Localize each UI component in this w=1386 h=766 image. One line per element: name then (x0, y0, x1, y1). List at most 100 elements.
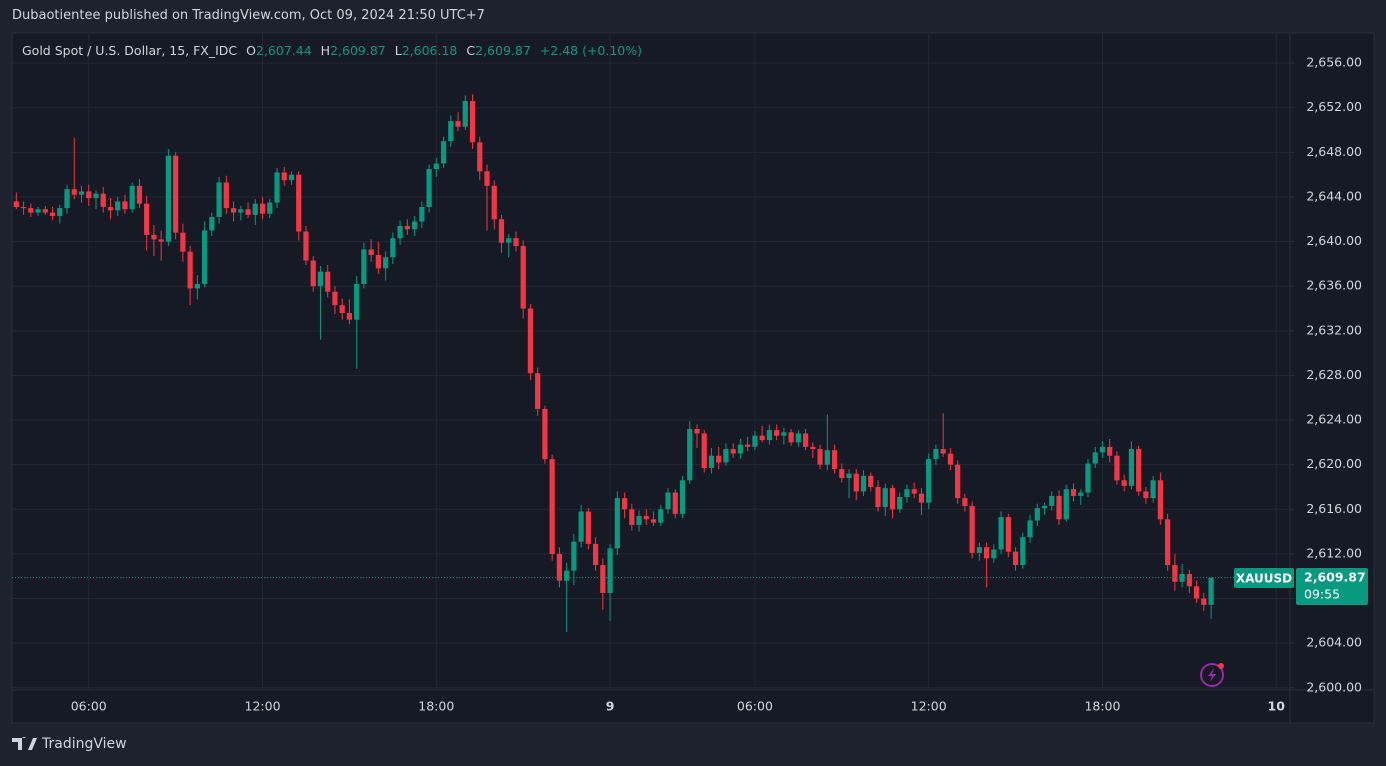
x-tick-label: 12:00 (245, 699, 281, 714)
candle-body (998, 517, 1004, 550)
candle-body (194, 283, 200, 289)
candle-body (107, 207, 114, 211)
candle-body (129, 185, 135, 210)
candle-body (759, 435, 765, 441)
candle-body (918, 493, 925, 503)
candle-body (578, 511, 584, 542)
candle-body (49, 212, 56, 216)
price-tag: XAUUSD 2,609.87 09:55 (1234, 568, 1368, 605)
candle-body (180, 232, 186, 252)
candle-body (911, 489, 917, 494)
candle-body (1157, 480, 1163, 520)
candle-body (621, 498, 628, 510)
symbol-box (1234, 568, 1294, 588)
candle-body (100, 193, 106, 208)
candle-body (42, 209, 48, 213)
candle-body (469, 101, 476, 143)
candle-body (158, 239, 164, 242)
candle-body (375, 254, 381, 269)
candle-body (274, 172, 280, 203)
candle-body (1121, 480, 1127, 486)
candle-body (1012, 551, 1019, 566)
candle-body (665, 492, 671, 510)
legend-value: 2,609.87 (330, 43, 386, 58)
candle-body (1034, 508, 1040, 521)
y-tick-label: 2,628.00 (1306, 367, 1362, 382)
legend: Gold Spot / U.S. Dollar, 15, FX_IDC O 2,6… (22, 43, 651, 58)
candle-body (1049, 495, 1055, 506)
candle-body (1085, 463, 1091, 493)
candle-body (303, 231, 309, 261)
candle-body (629, 509, 635, 525)
candle-body (868, 475, 874, 487)
candle-body (390, 238, 396, 258)
candle-body (527, 308, 534, 374)
candle-body (173, 155, 179, 233)
candle-body (64, 189, 70, 209)
candle-body (122, 201, 128, 210)
candle-body (991, 549, 997, 559)
candle-body (853, 473, 859, 492)
candle-body (955, 464, 961, 499)
axes: 2,600.002,604.002,608.002,612.002,616.00… (71, 55, 1362, 714)
candle-body (730, 449, 736, 454)
candle-body (187, 251, 193, 289)
candle-body (252, 203, 258, 215)
alert-bolt (1208, 668, 1216, 682)
x-tick-label: 12:00 (911, 699, 947, 714)
candle-body (144, 203, 150, 235)
candle-body (766, 430, 772, 441)
symbol-title: Gold Spot / U.S. Dollar, 15, FX_IDC (22, 43, 238, 58)
grid (12, 33, 1290, 690)
candle-body (201, 230, 208, 284)
candle-body (1136, 449, 1142, 492)
candle-body (643, 515, 649, 520)
legend-value: 2,607.44 (256, 43, 312, 58)
candle-body (361, 249, 367, 284)
price-box (1296, 568, 1368, 605)
candle-body (1099, 446, 1106, 453)
candle-body (1128, 449, 1135, 486)
candle-body (774, 430, 780, 436)
candle-body (288, 174, 295, 181)
candle-body (339, 305, 345, 313)
y-tick-label: 2,640.00 (1306, 233, 1362, 248)
x-tick-label: 18:00 (418, 699, 454, 714)
candle-body (136, 185, 143, 204)
candle-body (940, 449, 946, 454)
y-tick-label: 2,612.00 (1306, 545, 1362, 560)
candle-body (831, 450, 838, 470)
candle-body (1070, 489, 1077, 496)
candle-body (35, 209, 41, 213)
candle-body (1143, 491, 1149, 499)
candle-body (607, 548, 613, 593)
candle-body (1005, 517, 1011, 552)
y-tick-label: 2,600.00 (1306, 679, 1362, 694)
legend-value: 2,606.18 (401, 43, 458, 58)
candle-body (1092, 452, 1098, 464)
candle-body (1107, 446, 1113, 456)
y-tick-label: 2,604.00 (1306, 635, 1362, 650)
brand-name: TradingView (42, 736, 127, 752)
x-tick-label: 10 (1268, 699, 1286, 714)
candle-body (802, 433, 809, 447)
candle-body (716, 455, 722, 463)
candle-body (535, 373, 541, 409)
legend-change: +2.48 (+0.10%) (539, 43, 643, 58)
candle-body (860, 475, 867, 492)
candle-body (267, 202, 273, 214)
candle-body (839, 469, 845, 479)
candles (12, 94, 1290, 632)
candle-body (411, 221, 418, 230)
y-tick-label: 2,620.00 (1306, 456, 1362, 471)
candle-body (332, 291, 338, 306)
candle-body (520, 246, 526, 309)
y-tick-label: 2,636.00 (1306, 278, 1362, 293)
candle-body (1193, 586, 1200, 599)
candle-body (810, 446, 816, 450)
candle-body (491, 185, 497, 220)
candle-body (781, 432, 787, 436)
candle-body (296, 174, 302, 232)
candle-body (585, 511, 591, 544)
candle-body (238, 209, 244, 213)
